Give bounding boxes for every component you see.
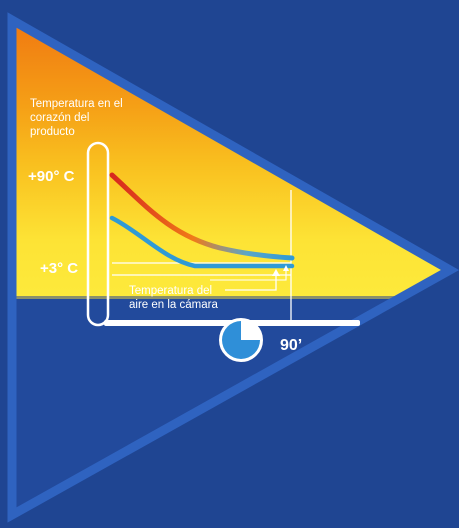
air-temp-label-line1: Temperatura del [129, 285, 212, 297]
air-temp-label-line2: aire en la cámara [129, 299, 218, 311]
timer-icon [219, 318, 263, 362]
hot-temp-label: +90° C [28, 168, 75, 185]
time-label: 90’ [280, 337, 302, 354]
core-temp-curve [109, 172, 295, 261]
core-temp-label-line2: corazón del [30, 112, 89, 124]
core-temp-label-line1: Temperatura en el [30, 98, 123, 110]
core-temp-label-line3: producto [30, 126, 75, 138]
product-bar [86, 141, 110, 327]
air-temp-arrow [210, 265, 289, 291]
timer-elapsed-wedge [222, 321, 260, 359]
cold-temp-label: +3° C [40, 260, 78, 277]
air-temp-curve [109, 215, 295, 269]
